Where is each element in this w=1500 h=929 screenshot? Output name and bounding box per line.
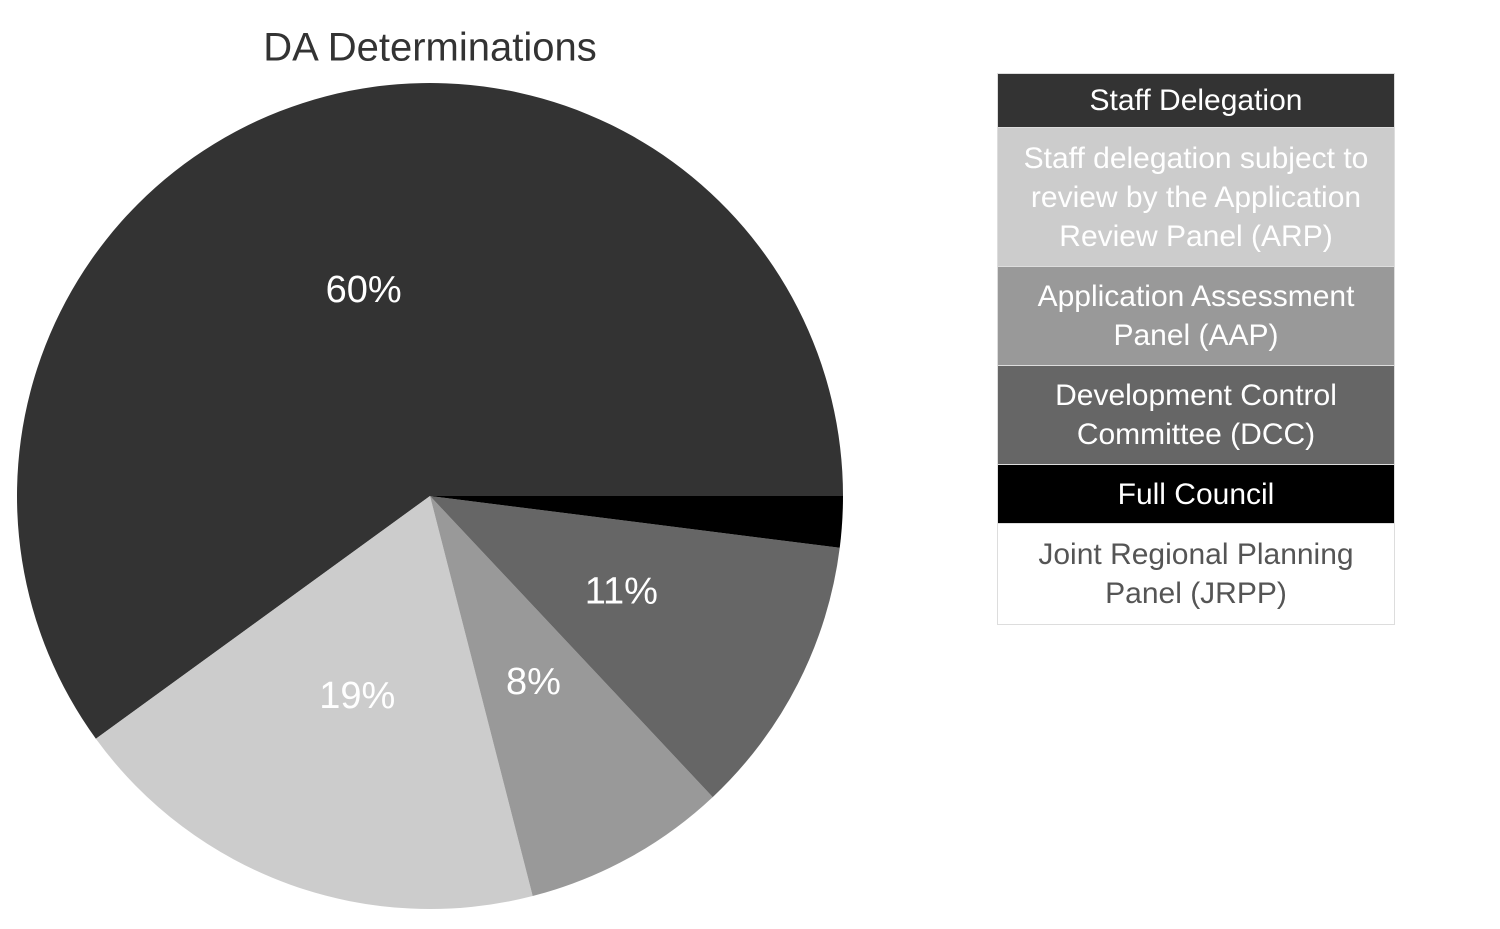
legend-entry: Staff delegation subject to review by th… [998,128,1394,267]
legend: Staff Delegation Staff delegation subject… [997,73,1395,625]
legend-entry: Staff Delegation [998,74,1394,128]
legend-entry: Full Council [998,465,1394,524]
pie-slice [95,496,533,909]
chart: DA Determinations 60% 19% 8% 11% [16,26,843,909]
legend-entry: Development Control Committee (DCC) [998,366,1394,465]
data-label: 19% [319,675,395,717]
data-label: 60% [326,269,402,311]
legend-entry: Application Assessment Panel (AAP) [998,267,1394,366]
pie-slice [16,82,843,739]
data-label: 11% [585,571,658,613]
pie-slice [430,496,840,798]
pie-slice [430,496,713,897]
data-label: 8% [506,661,561,703]
legend-entry: Joint Regional Planning Panel (JRPP) [998,524,1394,624]
chart-title: DA Determinations [263,26,596,70]
pie-slice [430,496,843,548]
